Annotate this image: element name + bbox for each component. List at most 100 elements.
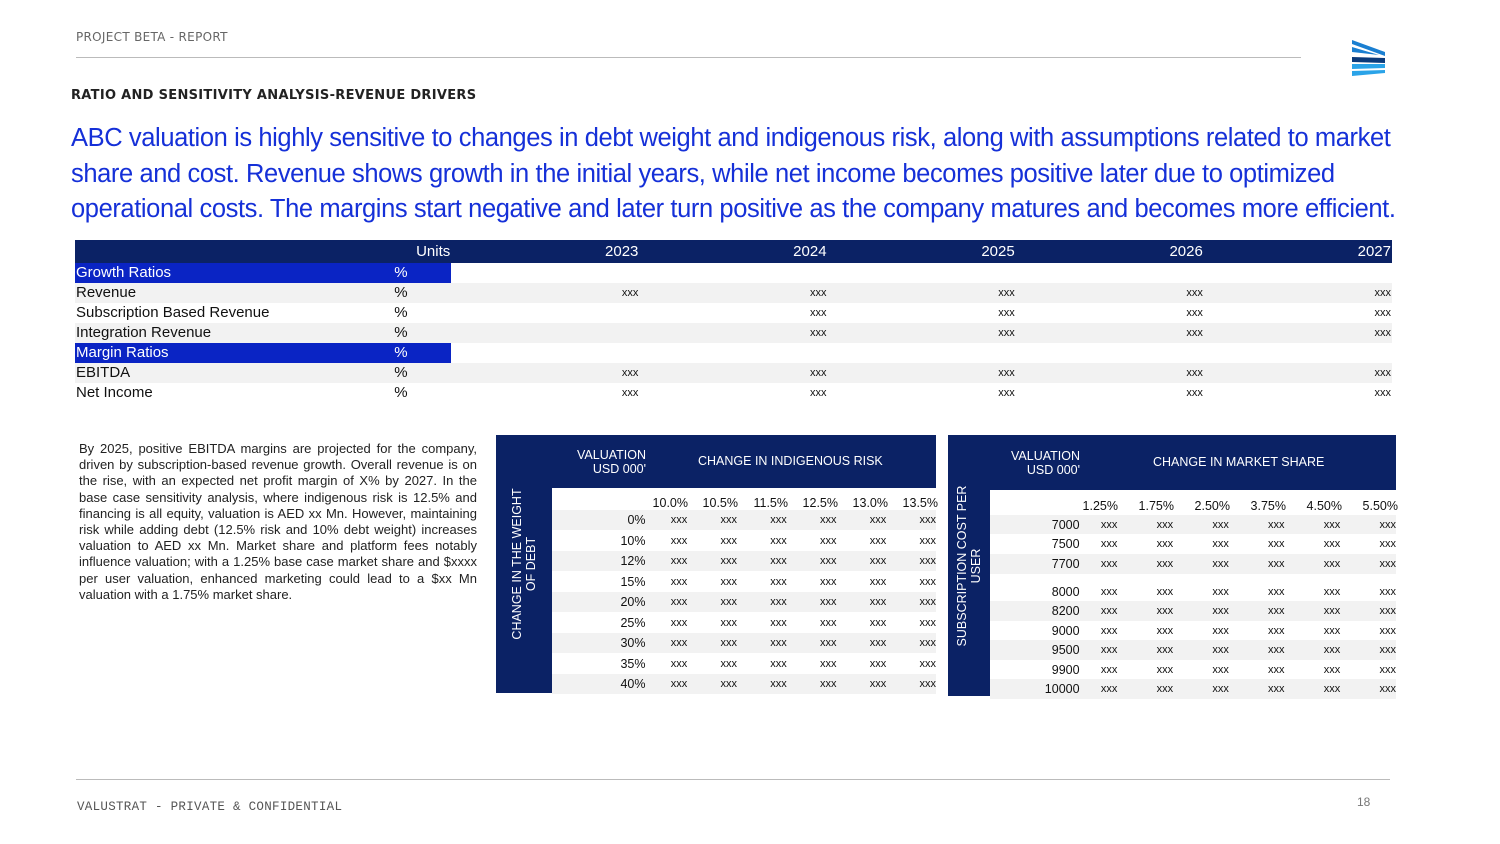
cell-value: xxx (720, 616, 738, 629)
cell-value: xxx (1379, 643, 1396, 656)
cell-value: xxx (1268, 682, 1285, 695)
cell-value: xxx (919, 514, 936, 526)
table-row: 9900 xxx xxx xxx xxx xxx xxx (990, 660, 1396, 680)
cell-value: xxx (770, 575, 787, 588)
cell-value: xxx (670, 657, 688, 670)
cell-value: xxx (1268, 537, 1285, 550)
cell-value: xxx (1212, 663, 1229, 676)
cell-value (1015, 263, 1204, 283)
cell-value: xxx (1379, 557, 1396, 570)
cell-value: xxx (670, 514, 688, 526)
cell-value: xxx (998, 387, 1015, 399)
column-header: 5.50% (1362, 499, 1398, 513)
table-row: EBITDA% xxx xxx xxx xxx xxx (75, 363, 1392, 383)
column-header: 2.50% (1194, 499, 1230, 513)
cell-value: xxx (1212, 604, 1229, 617)
row-unit: % (394, 384, 408, 401)
cell-value: xxx (1374, 307, 1392, 319)
row-header: 12% (620, 554, 646, 568)
table-row: 8200 xxx xxx xxx xxx xxx xxx (990, 601, 1396, 621)
cell-value (451, 323, 640, 343)
cell-value: xxx (1156, 604, 1174, 617)
cell-value: xxx (820, 678, 837, 690)
cell-value: xxx (1268, 643, 1285, 656)
table-row: 0% xxx xxx xxx xxx xxx xxx (552, 510, 936, 530)
cell-value: xxx (451, 283, 640, 303)
cell-value: xxx (770, 657, 787, 670)
table-row: 35% xxx xxx xxx xxx xxx xxx (552, 653, 936, 674)
cell-value (827, 343, 1016, 363)
cell-value (451, 343, 640, 363)
row-header: 8200 (1051, 603, 1080, 618)
cell-value: xxx (1379, 624, 1396, 637)
value-label: VALUATION USD 000' (577, 447, 646, 476)
year-header: 2027 (1203, 240, 1392, 263)
cell-value: xxx (1212, 585, 1229, 598)
cell-value: xxx (1212, 537, 1229, 550)
cell-value: xxx (1212, 643, 1229, 656)
cell-value: xxx (770, 616, 787, 629)
row-axis-title: SUBSCRIPTION COST PER USER (948, 435, 990, 696)
cell-value: xxx (1156, 663, 1174, 676)
row-unit: % (350, 323, 452, 343)
cell-value: xxx (1268, 604, 1285, 617)
year-header: 2023 (451, 240, 640, 263)
row-header: 7700 (1051, 556, 1080, 571)
cell-value: xxx (1203, 323, 1392, 343)
cell-value: xxx (720, 555, 738, 567)
cell-value: xxx (1323, 624, 1341, 637)
cell-value: xxx (1323, 604, 1341, 617)
column-header: 3.75% (1250, 499, 1286, 513)
cell-value: xxx (1268, 624, 1285, 637)
cell-value: xxx (919, 657, 936, 670)
table-header (948, 435, 1396, 490)
cell-value: xxx (827, 363, 1016, 383)
cell-value: xxx (451, 363, 640, 383)
table-row: 7000 xxx xxx xxx xxx xxx xxx (990, 515, 1396, 535)
table-header (496, 435, 936, 488)
cell-value (1203, 263, 1392, 283)
column-header: 13.5% (902, 496, 938, 510)
column-header: 13.0% (852, 496, 888, 510)
row-header: 40% (620, 677, 646, 691)
row-axis-title: CHANGE IN THE WEIGHT OF DEBT (496, 435, 552, 693)
row-header: 35% (620, 656, 646, 671)
cell-value: xxx (1100, 518, 1118, 531)
cell-value: xxx (869, 596, 887, 608)
ratio-table: Units 2023 2024 2025 2026 2027 Growth Ra… (75, 240, 1392, 403)
cell-value: xxx (1268, 663, 1285, 676)
cell-value: xxx (670, 575, 688, 588)
cell-value (827, 263, 1016, 283)
cell-value: xxx (770, 555, 787, 567)
cell-value: xxx (919, 616, 936, 629)
cell-value: xxx (869, 514, 887, 526)
year-header: 2024 (639, 240, 828, 263)
cell-value: xxx (1186, 387, 1203, 399)
column-header: 11.5% (753, 496, 788, 510)
cell-value: xxx (1323, 643, 1341, 656)
cell-value: xxx (1323, 663, 1341, 676)
cell-value: xxx (1156, 682, 1174, 695)
cell-value: xxx (1212, 518, 1229, 531)
row-unit: % (350, 263, 452, 283)
chevron-stripes-logo (1352, 40, 1385, 76)
year-header: 2025 (827, 240, 1016, 263)
column-header: 4.50% (1306, 499, 1342, 513)
cell-value: xxx (1156, 643, 1174, 656)
cell-value: xxx (1323, 585, 1341, 598)
cell-value: xxx (639, 283, 828, 303)
cell-value: xxx (1379, 518, 1396, 531)
cell-value: xxx (720, 514, 738, 526)
cell-value: xxx (820, 616, 837, 629)
cell-value: xxx (1100, 624, 1118, 637)
table-row: 7700 xxx xxx xxx xxx xxx xxx (990, 554, 1396, 574)
cell-value: xxx (919, 575, 936, 588)
cell-value: xxx (1379, 585, 1396, 598)
cell-value: xxx (670, 678, 688, 690)
table-row: 8000 xxx xxx xxx xxx xxx xxx (990, 582, 1396, 602)
row-header: 0% (627, 513, 646, 527)
row-unit: % (394, 304, 408, 321)
column-axis-title: CHANGE IN MARKET SHARE (1153, 454, 1325, 469)
cell-value (451, 303, 639, 323)
cell-value: xxx (919, 555, 936, 567)
